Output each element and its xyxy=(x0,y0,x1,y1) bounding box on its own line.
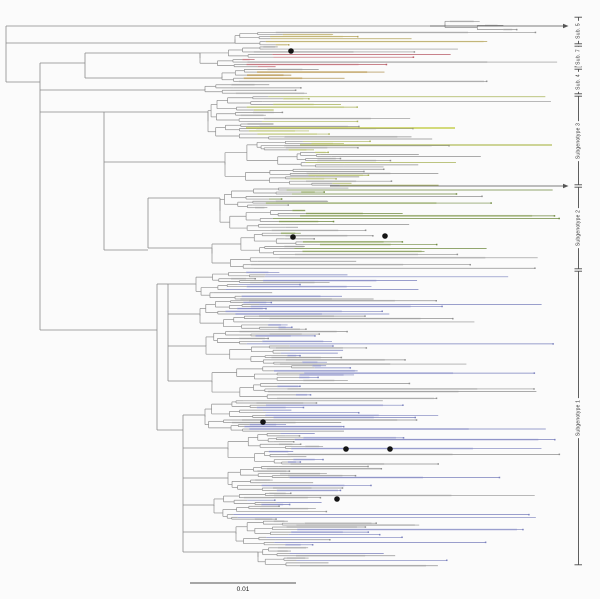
clade-outgroup xyxy=(6,20,518,31)
clade-subg1-h xyxy=(183,492,536,521)
clade-subg1-d xyxy=(168,364,537,400)
node-highlight-dot xyxy=(343,446,349,452)
clade-tan xyxy=(85,68,488,83)
clade-subg1-g xyxy=(183,465,501,492)
node-highlight-dot xyxy=(387,446,393,452)
clade-subg1-a xyxy=(168,271,509,300)
node-highlight-dot xyxy=(290,234,296,240)
clade-pink xyxy=(85,45,558,68)
clade-subg1-i xyxy=(183,520,524,546)
clade-subg3-upper xyxy=(104,96,551,140)
node-highlight-dot xyxy=(260,419,266,425)
bracket-label-sub-4: Sub. 4 xyxy=(575,71,581,92)
clade-subg2-upper xyxy=(148,187,560,232)
bracket-label-sub-7: Sub. 7 xyxy=(575,46,581,67)
bracket-label-subgenotype-3: Subgenotype 3 xyxy=(575,120,581,161)
clade-subg1-tail xyxy=(183,546,448,567)
clade-subg2-lower xyxy=(148,232,538,269)
scale-bar-label: 0.01 xyxy=(236,586,250,593)
clade-subg3-lower xyxy=(104,140,552,186)
clade-subg1-f xyxy=(183,433,561,465)
bracket-label-subgenotype-2: Subgenotype 2 xyxy=(575,207,581,249)
tree-backbone xyxy=(5,26,184,552)
node-highlight-dot xyxy=(288,48,294,54)
bracket-label-subgenotype-1: Subgenotype 1 xyxy=(575,397,581,439)
node-highlight-dot xyxy=(382,233,388,239)
clade-gray-small xyxy=(40,83,308,95)
clade-subg1-c xyxy=(168,330,554,366)
node-highlight-dot xyxy=(334,496,340,502)
margin-arrows xyxy=(330,23,569,189)
bracket-label-sub-5: Sub. 5 xyxy=(575,20,581,41)
clade-subg1-b xyxy=(168,299,542,331)
clade-cream xyxy=(6,31,537,46)
